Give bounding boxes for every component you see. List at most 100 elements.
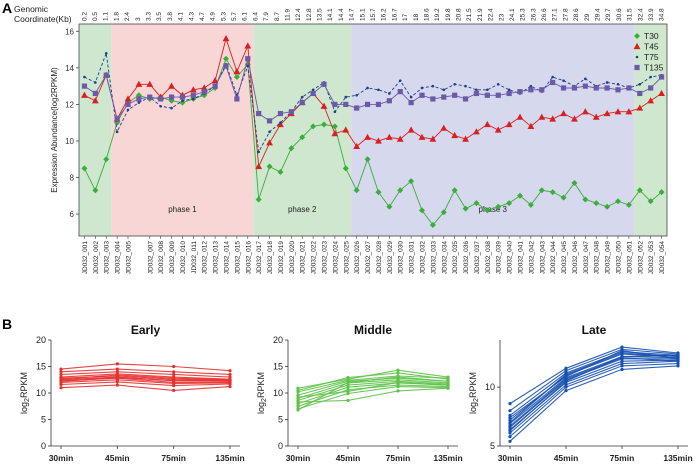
data-point-T135 xyxy=(354,105,360,111)
data-point xyxy=(676,361,680,366)
data-point-T75 xyxy=(355,93,358,97)
data-point xyxy=(172,364,176,369)
legend-label-T75: T75 xyxy=(644,52,659,62)
data-point xyxy=(508,429,512,433)
data-point xyxy=(115,367,119,371)
data-point-T45 xyxy=(233,67,241,75)
data-point xyxy=(446,379,450,383)
x-tick-label: JD032_021 xyxy=(300,241,307,275)
data-point-T135 xyxy=(419,92,425,98)
x-tick-label: JD032_040 xyxy=(507,241,514,275)
data-point xyxy=(508,416,512,420)
x-tick-label: 30min xyxy=(286,453,311,463)
data-point-T30 xyxy=(506,200,513,207)
plot-frame xyxy=(78,23,668,237)
genomic-coordinate-label: 26.6 xyxy=(541,8,548,21)
x-tick-label: JD032_010 xyxy=(180,241,187,275)
data-point-T45 xyxy=(571,115,578,122)
series-line xyxy=(509,348,679,412)
y-tick-label: 20 xyxy=(36,335,46,345)
data-point-T75 xyxy=(257,150,260,154)
data-point-T45 xyxy=(396,135,404,142)
data-point-T135 xyxy=(430,96,436,102)
genomic-coordinate-label: 33.9 xyxy=(648,8,655,21)
band-green-1 xyxy=(79,24,112,236)
top-axis-label-line1: Genomic xyxy=(14,4,49,14)
data-point-T135 xyxy=(637,90,643,97)
series-line xyxy=(509,355,679,425)
x-tick-label: JD032_005 xyxy=(126,241,133,275)
x-tick-label: JD032_013 xyxy=(213,241,220,275)
data-point xyxy=(396,371,400,375)
x-tick-label: JD032_003 xyxy=(104,241,111,275)
band-phase-1 xyxy=(111,24,254,236)
data-point xyxy=(564,389,568,393)
data-point-T30 xyxy=(604,203,611,210)
data-point xyxy=(508,420,512,425)
data-point-T135 xyxy=(114,116,120,122)
data-point-T45 xyxy=(429,135,437,142)
data-point-T75 xyxy=(496,83,500,86)
series-T45 xyxy=(81,35,665,170)
genomic-coordinate-label: 31.5 xyxy=(627,8,634,21)
data-point-T30 xyxy=(103,156,110,163)
data-point-T75 xyxy=(638,83,642,86)
x-tick-label: 75min xyxy=(610,453,635,463)
data-point-T135 xyxy=(462,96,469,102)
data-point-T75 xyxy=(649,75,652,79)
data-point xyxy=(59,379,63,383)
data-point-T45 xyxy=(146,80,154,87)
data-point xyxy=(346,376,350,380)
y-tick-label: 0 xyxy=(278,441,283,451)
x-tick-label: JD032_037 xyxy=(474,241,481,275)
data-point-T75 xyxy=(268,130,271,134)
data-point xyxy=(346,389,350,394)
data-point-T30 xyxy=(571,180,578,186)
data-point xyxy=(115,362,119,366)
series-line xyxy=(60,373,231,380)
data-point xyxy=(508,409,512,413)
data-point-T75 xyxy=(507,88,511,92)
data-point-T45 xyxy=(135,80,143,87)
x-tick-label: JD032_014 xyxy=(224,241,231,275)
data-point-T30 xyxy=(92,187,99,194)
legend-label-T45: T45 xyxy=(644,42,659,52)
genomic-coordinate-label: 3.8 xyxy=(167,12,174,21)
x-tick-label: JD032_039 xyxy=(496,241,503,275)
data-point-T75 xyxy=(115,130,119,134)
chart-b: Early 0 5 10 15 20 log2RPKM 30min 45min 75min 135m… xyxy=(19,323,693,463)
data-point-T135 xyxy=(147,94,153,100)
genomic-coordinate-label: 12.4 xyxy=(295,8,302,21)
y-tick-label: 10 xyxy=(65,137,74,146)
genomic-coordinate-label: 7.9 xyxy=(263,12,270,21)
series-line xyxy=(297,376,449,411)
data-point-T45 xyxy=(353,142,361,150)
data-point xyxy=(620,351,624,355)
data-point-T45 xyxy=(320,102,328,109)
data-point-T135 xyxy=(550,79,556,86)
data-point-T45 xyxy=(222,35,230,42)
data-point-T135 xyxy=(103,72,109,78)
x-tick-label: JD032_042 xyxy=(528,241,535,275)
y-tick-label: 15 xyxy=(273,362,283,372)
data-point xyxy=(620,354,624,359)
data-point-T30 xyxy=(299,134,306,141)
data-point-T135 xyxy=(506,90,512,97)
data-point-T75 xyxy=(420,86,424,90)
genomic-coordinate-label: 13.5 xyxy=(317,8,324,21)
phase-2-label: phase 2 xyxy=(288,205,317,214)
x-tick-label: JD032_033 xyxy=(430,241,437,275)
genomic-coordinate-label: 19.8 xyxy=(445,8,452,21)
genomic-coordinate-label: 27.8 xyxy=(562,8,569,21)
genomic-coordinate-label: 25.3 xyxy=(520,8,527,21)
y-axis-label: log2RPKM xyxy=(256,372,268,414)
data-point-T135 xyxy=(658,74,665,80)
x-tick-label: JD032_048 xyxy=(594,241,601,275)
data-point-T30 xyxy=(560,194,567,201)
data-point xyxy=(346,398,350,403)
y-tick-label: 14 xyxy=(65,64,74,73)
data-point-T75 xyxy=(475,88,478,92)
x-tick-label: JD032_023 xyxy=(322,241,329,275)
x-tick-label: JD032_045 xyxy=(561,241,568,275)
data-point-T45 xyxy=(451,131,459,139)
